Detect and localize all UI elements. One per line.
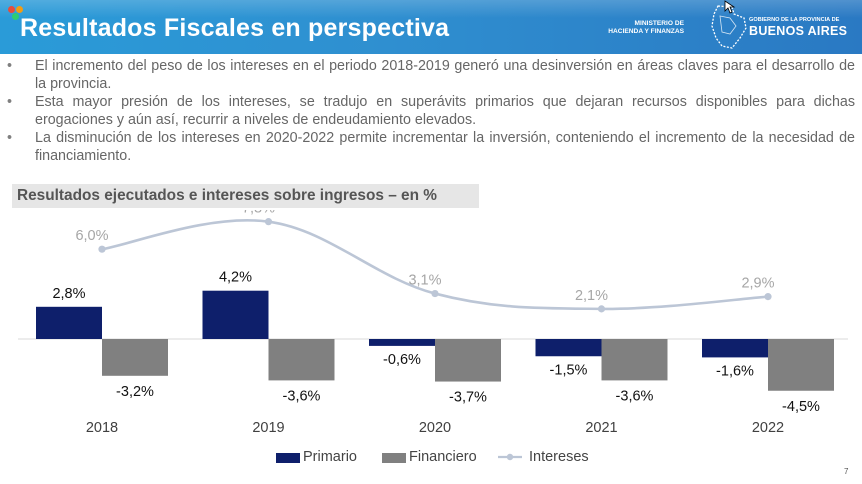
x-tick-label-2019: 2019 <box>252 420 284 436</box>
data-label-primario-2020: -0,6% <box>383 352 421 368</box>
orange-dot-icon <box>16 6 23 13</box>
data-label-financiero-2022: -4,5% <box>782 399 820 415</box>
province-map-icon <box>711 5 747 49</box>
green-dot-icon <box>12 13 19 20</box>
bar-primario-2020 <box>369 339 435 346</box>
legend-label-intereses: Intereses <box>529 449 589 465</box>
data-label-primario-2018: 2,8% <box>52 286 85 302</box>
data-label-primario-2021: -1,5% <box>550 362 588 378</box>
fiscal-results-chart: 2,8% -3,2% 2018 4,2% -3,6% 2019 -0,6% -3,7% 2020… <box>18 210 848 436</box>
data-label-intereses-2021: 2,1% <box>575 288 608 304</box>
gob-small-text: GOBIERNO DE LA PROVINCIA DE <box>749 17 840 23</box>
point-intereses-2021 <box>597 305 606 313</box>
gob-main-text: BUENOS AIRES <box>749 24 848 38</box>
data-label-primario-2022: -1,6% <box>716 363 754 379</box>
legend-swatch-primario <box>276 453 300 463</box>
legend-label-primario: Primario <box>303 449 357 465</box>
chart-title: Resultados ejecutados e intereses sobre … <box>12 184 479 208</box>
x-tick-label-2018: 2018 <box>86 420 118 436</box>
bullet-marker: • <box>7 58 13 74</box>
mouse-cursor-icon <box>724 0 736 14</box>
x-tick-label-2022: 2022 <box>752 420 784 436</box>
bullet-text: El incremento del peso de los intereses … <box>35 58 855 92</box>
bar-financiero-2020 <box>435 339 501 382</box>
data-label-intereses-2020: 3,1% <box>408 273 441 289</box>
legend-swatch-intereses <box>498 453 522 461</box>
point-intereses-2019 <box>264 218 273 226</box>
bar-financiero-2018 <box>102 339 168 376</box>
x-tick-label-2021: 2021 <box>585 420 617 436</box>
bar-primario-2019 <box>202 290 269 339</box>
bar-financiero-2021 <box>601 339 668 381</box>
legend-swatch-financiero <box>382 453 406 463</box>
page-number: 7 <box>844 467 849 476</box>
data-label-financiero-2021: -3,6% <box>616 388 654 404</box>
bar-primario-2022 <box>702 339 768 358</box>
bullet-item: • La disminución de los intereses en 2020… <box>5 129 855 165</box>
data-label-financiero-2018: -3,2% <box>116 384 154 400</box>
bullet-marker: • <box>7 130 13 146</box>
point-intereses-2020 <box>431 289 439 298</box>
slide-header: Resultados Fiscales en perspectiva MINIS… <box>0 0 862 54</box>
data-label-intereses-2018: 6,0% <box>75 228 108 244</box>
header-shine <box>0 0 862 18</box>
data-label-intereses-2022: 2,9% <box>741 276 774 292</box>
legend-label-financiero: Financiero <box>409 449 477 465</box>
page-title: Resultados Fiscales en perspectiva <box>20 14 450 42</box>
data-label-primario-2019: 4,2% <box>219 270 252 286</box>
point-intereses-2018 <box>98 245 106 253</box>
point-intereses-2022 <box>764 293 772 301</box>
ministry-line-1: MINISTERIO DE <box>634 20 684 27</box>
bar-financiero-2019 <box>268 339 335 381</box>
bullet-item: • Esta mayor presión de los intereses, se… <box>5 93 855 129</box>
bullet-list: • El incremento del peso de los intereses… <box>5 57 855 165</box>
bullet-marker: • <box>7 94 13 110</box>
bar-financiero-2022 <box>768 339 834 391</box>
x-tick-label-2020: 2020 <box>419 420 451 436</box>
bullet-item: • El incremento del peso de los intereses… <box>5 57 855 93</box>
bar-primario-2021 <box>535 339 602 357</box>
data-label-intereses-2019: 7,8% <box>242 210 275 217</box>
red-dot-icon <box>8 6 15 13</box>
ministry-line-2: HACIENDA Y FINANZAS <box>608 28 684 35</box>
bullet-text: Esta mayor presión de los intereses, se … <box>35 94 855 128</box>
bar-primario-2018 <box>36 306 102 339</box>
data-label-financiero-2020: -3,7% <box>449 390 487 406</box>
data-label-financiero-2019: -3,6% <box>283 388 321 404</box>
ministry-logo-text: MINISTERIO DE HACIENDA Y FINANZAS <box>586 20 684 36</box>
bullet-text: La disminución de los intereses en 2020-… <box>35 130 855 164</box>
